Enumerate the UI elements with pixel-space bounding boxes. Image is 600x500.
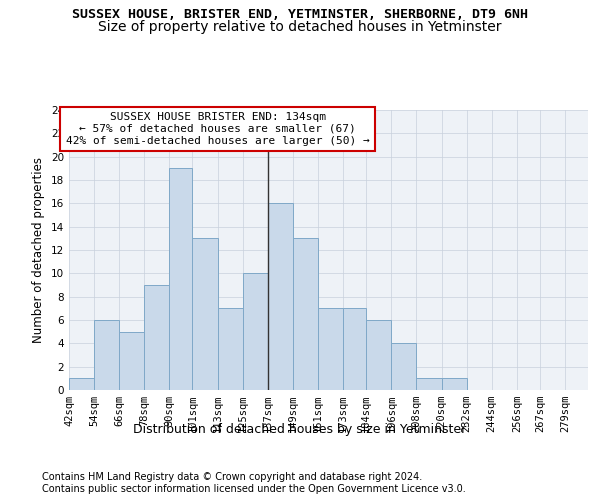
Bar — [119, 332, 145, 390]
Bar — [391, 344, 416, 390]
Text: Distribution of detached houses by size in Yetminster: Distribution of detached houses by size … — [133, 422, 467, 436]
Bar — [442, 378, 467, 390]
Bar — [193, 238, 218, 390]
Y-axis label: Number of detached properties: Number of detached properties — [32, 157, 46, 343]
Bar — [416, 378, 442, 390]
Bar — [218, 308, 242, 390]
Text: Contains public sector information licensed under the Open Government Licence v3: Contains public sector information licen… — [42, 484, 466, 494]
Text: Contains HM Land Registry data © Crown copyright and database right 2024.: Contains HM Land Registry data © Crown c… — [42, 472, 422, 482]
Text: Size of property relative to detached houses in Yetminster: Size of property relative to detached ho… — [98, 20, 502, 34]
Text: SUSSEX HOUSE BRISTER END: 134sqm
← 57% of detached houses are smaller (67)
42% o: SUSSEX HOUSE BRISTER END: 134sqm ← 57% o… — [66, 112, 370, 146]
Text: SUSSEX HOUSE, BRISTER END, YETMINSTER, SHERBORNE, DT9 6NH: SUSSEX HOUSE, BRISTER END, YETMINSTER, S… — [72, 8, 528, 20]
Bar — [145, 285, 169, 390]
Bar — [268, 204, 293, 390]
Bar — [242, 274, 268, 390]
Bar — [94, 320, 119, 390]
Bar — [343, 308, 366, 390]
Bar — [318, 308, 343, 390]
Bar — [69, 378, 94, 390]
Bar — [169, 168, 193, 390]
Bar — [366, 320, 391, 390]
Bar — [293, 238, 318, 390]
